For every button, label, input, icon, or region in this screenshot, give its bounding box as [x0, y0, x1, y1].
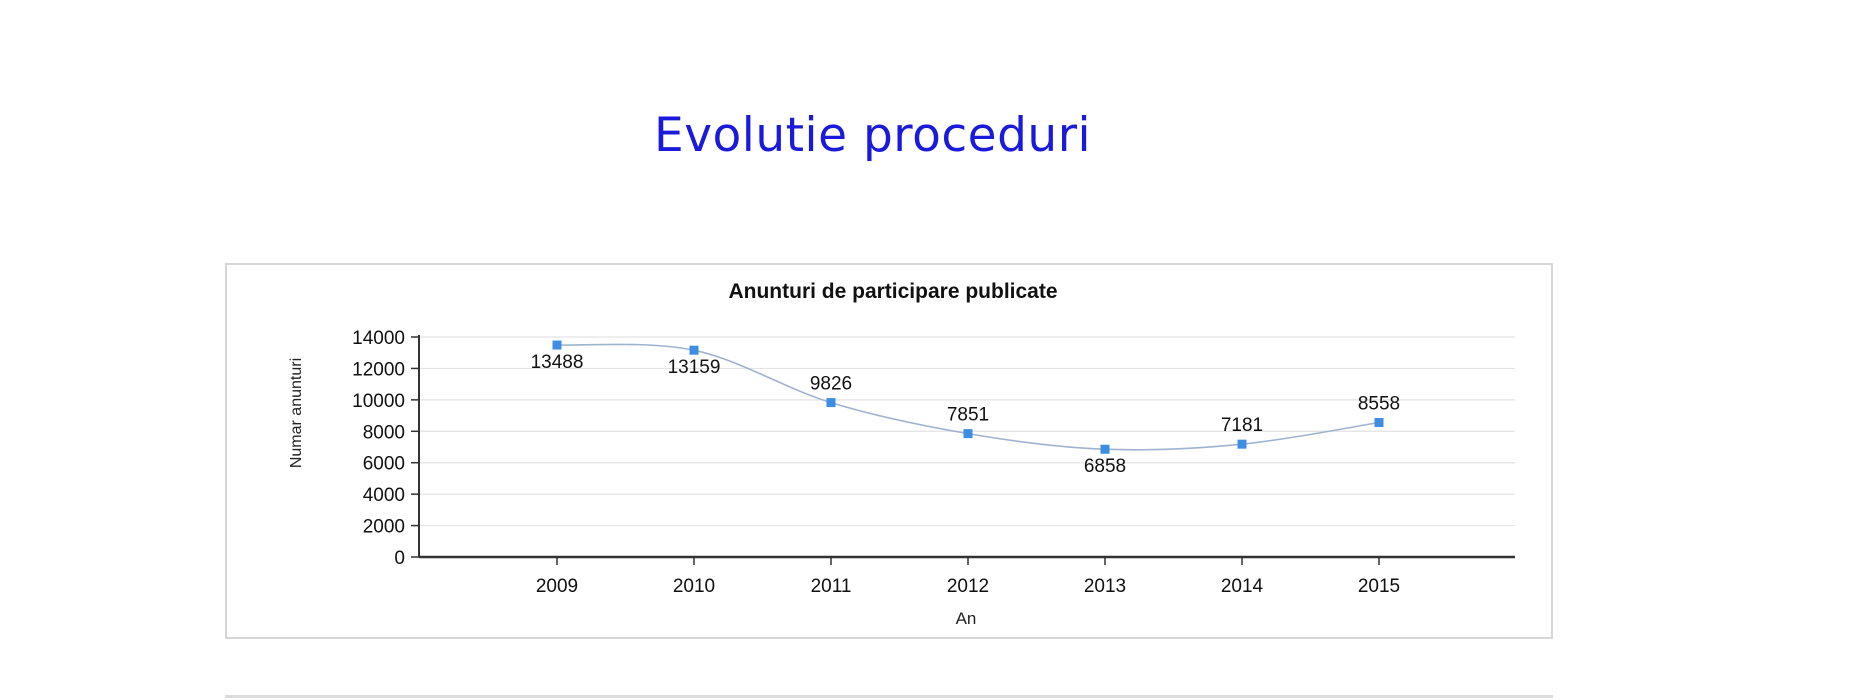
- y-tick-label: 4000: [363, 485, 405, 506]
- x-tick-label: 2012: [947, 576, 989, 597]
- data-point: [1374, 418, 1384, 428]
- divider: [225, 695, 1553, 698]
- axes: 0 2000 4000 6000 8000 10000 12000 14000 2009 2010…: [352, 328, 1515, 597]
- y-tick-label: 6000: [363, 454, 405, 475]
- x-tick-label: 2010: [673, 576, 715, 597]
- x-tick-label: 2015: [1358, 576, 1400, 597]
- y-tick-label: 12000: [352, 359, 405, 380]
- data-point: [552, 340, 562, 350]
- data-label-layer: 13488 13159 9826 7851 6858 7181 8558: [531, 352, 1401, 477]
- y-tick-label: 14000: [352, 328, 405, 349]
- data-label: 13488: [531, 352, 584, 373]
- y-axis-label: Numar anunturi: [288, 358, 305, 468]
- x-tick-label: 2009: [536, 576, 578, 597]
- data-point: [1237, 439, 1247, 449]
- y-tick-label: 8000: [363, 422, 405, 443]
- marker-layer: [552, 340, 1384, 454]
- grid-lines: [419, 336, 1515, 527]
- x-tick-label: 2014: [1221, 576, 1264, 597]
- x-axis-label: An: [956, 609, 977, 628]
- data-point: [963, 429, 973, 439]
- x-tick-label: 2013: [1084, 576, 1126, 597]
- y-tick-label: 0: [394, 548, 405, 569]
- y-tick-label: 2000: [363, 517, 405, 538]
- page-title: Evolutie proceduri: [654, 108, 1092, 163]
- data-label: 7181: [1221, 415, 1263, 436]
- y-tick-label: 10000: [352, 391, 405, 412]
- data-label: 6858: [1084, 456, 1126, 477]
- data-label: 9826: [810, 374, 852, 395]
- x-tick-label: 2011: [811, 576, 852, 597]
- data-label: 13159: [668, 357, 721, 378]
- chart-title: Anunturi de participare publicate: [728, 280, 1057, 303]
- data-label: 7851: [947, 405, 989, 426]
- line-chart: Anunturi de participare publicate Numar …: [288, 280, 1515, 628]
- data-point: [1100, 444, 1110, 454]
- data-point: [689, 345, 699, 355]
- data-point: [826, 398, 836, 408]
- data-label: 8558: [1358, 394, 1400, 415]
- chart-panel: Anunturi de participare publicate Numar …: [225, 263, 1553, 639]
